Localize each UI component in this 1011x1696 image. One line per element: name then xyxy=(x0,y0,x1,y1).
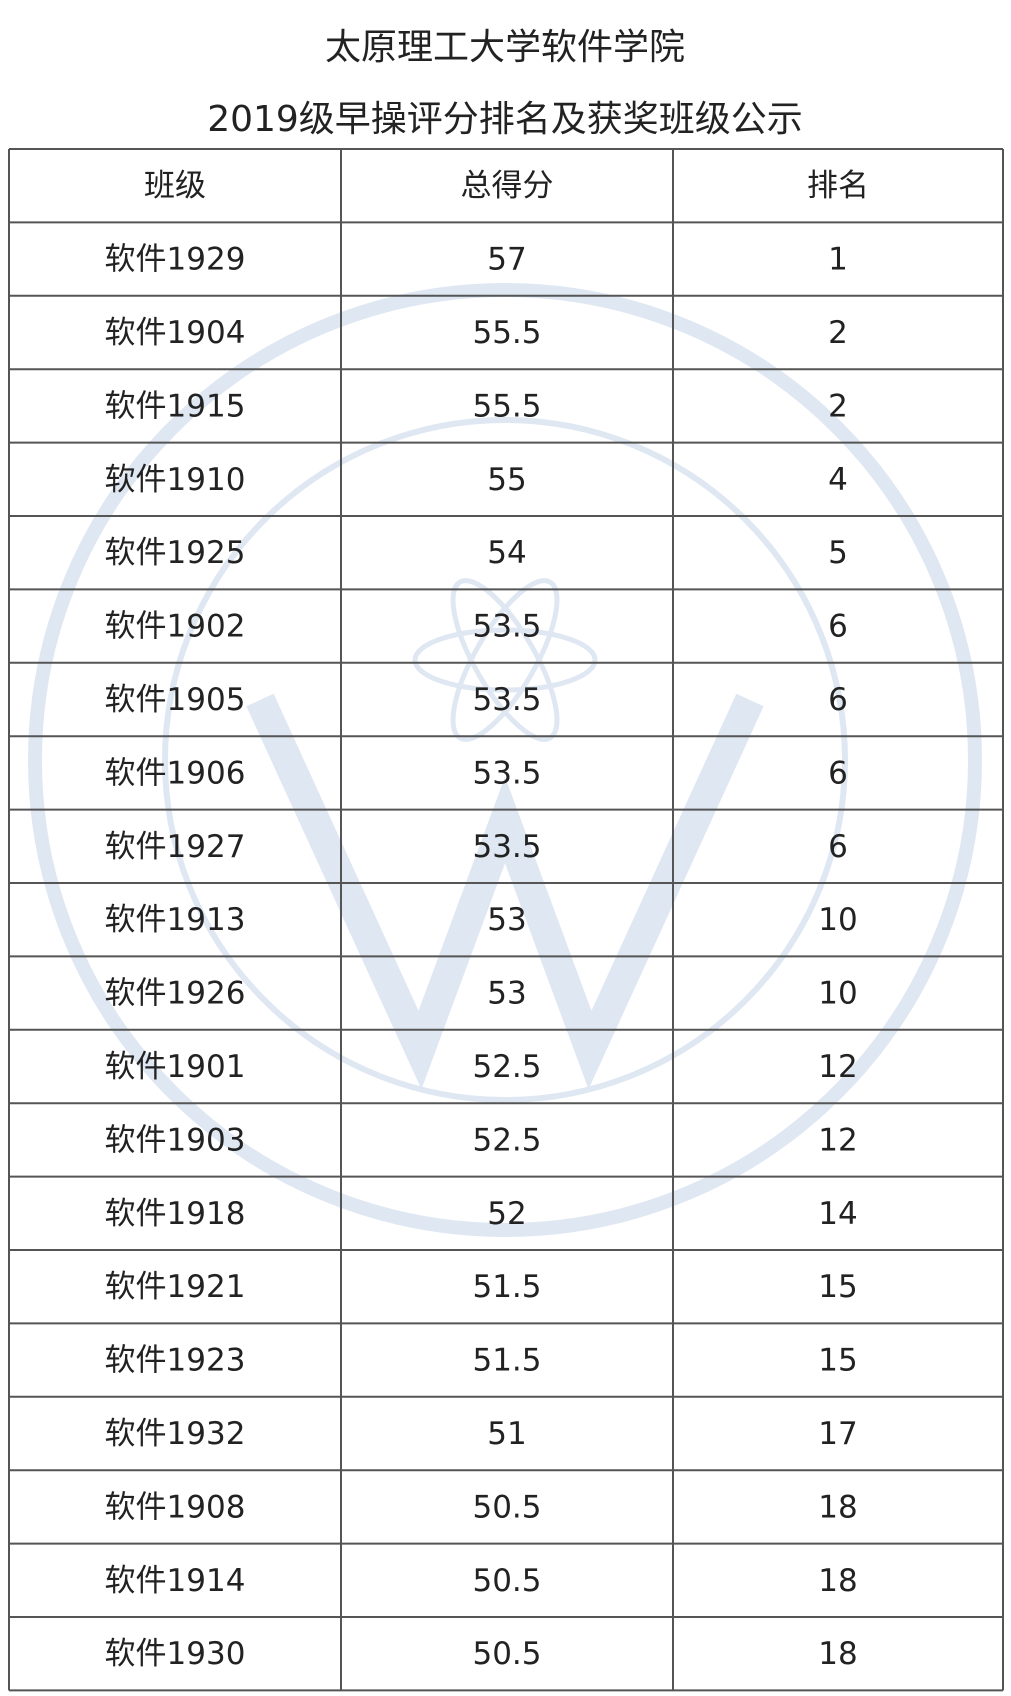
table-cell: 软件1903 xyxy=(105,1122,246,1158)
table-cell: 软件1930 xyxy=(105,1636,246,1672)
table-cell: 50.5 xyxy=(472,1636,541,1672)
table-cell: 软件1905 xyxy=(105,682,246,718)
table-cell: 53.5 xyxy=(472,609,541,645)
table-cell: 10 xyxy=(818,902,857,938)
table-cell: 51.5 xyxy=(472,1343,541,1379)
header-cell: 总得分 xyxy=(461,168,554,204)
table-cell: 14 xyxy=(818,1196,857,1232)
table-cell: 17 xyxy=(818,1416,857,1452)
table-cell: 6 xyxy=(828,682,848,718)
table-cell: 软件1904 xyxy=(105,315,246,351)
table-cell: 54 xyxy=(487,535,526,571)
table-cell: 55.5 xyxy=(472,388,541,424)
table-cell: 53.5 xyxy=(472,682,541,718)
table-cell: 2 xyxy=(828,388,848,424)
title: 太原理工大学软件学院 xyxy=(325,27,685,68)
table-cell: 55.5 xyxy=(472,315,541,351)
table-cell: 4 xyxy=(828,462,848,498)
header-cell: 排名 xyxy=(807,168,869,204)
table-cell: 软件1925 xyxy=(105,535,246,571)
table-cell: 53 xyxy=(487,976,526,1012)
table-cell: 10 xyxy=(818,976,857,1012)
table-cell: 55 xyxy=(487,462,526,498)
table-cell: 18 xyxy=(818,1636,857,1672)
table-cell: 1 xyxy=(828,242,848,278)
table-cell: 软件1921 xyxy=(105,1269,246,1305)
watermark xyxy=(28,283,982,1237)
table-cell: 软件1927 xyxy=(105,829,246,865)
table-cell: 6 xyxy=(828,755,848,791)
table-cell: 53.5 xyxy=(472,829,541,865)
table-cell: 软件1929 xyxy=(105,242,246,278)
table-cell: 软件1913 xyxy=(105,902,246,938)
table-cell: 软件1926 xyxy=(105,976,246,1012)
table-cell: 15 xyxy=(818,1269,857,1305)
table-cell: 57 xyxy=(487,242,526,278)
table-cell: 52.5 xyxy=(472,1122,541,1158)
table-cell: 软件1906 xyxy=(105,755,246,791)
table-cell: 50.5 xyxy=(472,1489,541,1525)
subtitle: 2019级早操评分排名及获奖班级公示 xyxy=(207,99,803,140)
table-cell: 软件1914 xyxy=(105,1563,246,1599)
table-cell: 软件1910 xyxy=(105,462,246,498)
table-cell: 18 xyxy=(818,1563,857,1599)
table-cell: 12 xyxy=(818,1049,857,1085)
table-cell: 53 xyxy=(487,902,526,938)
header-cell: 班级 xyxy=(144,168,206,204)
table-cell: 5 xyxy=(828,535,848,571)
table-cell: 51 xyxy=(487,1416,526,1452)
table-cell: 软件1923 xyxy=(105,1343,246,1379)
table-cell: 50.5 xyxy=(472,1563,541,1599)
table-cell: 软件1932 xyxy=(105,1416,246,1452)
table-cell: 51.5 xyxy=(472,1269,541,1305)
table-cell: 53.5 xyxy=(472,755,541,791)
table-cell: 软件1901 xyxy=(105,1049,246,1085)
table-cell: 15 xyxy=(818,1343,857,1379)
table-cell: 软件1902 xyxy=(105,609,246,645)
table-cell: 6 xyxy=(828,609,848,645)
table-cell: 2 xyxy=(828,315,848,351)
table-cell: 52.5 xyxy=(472,1049,541,1085)
table-cell: 52 xyxy=(487,1196,526,1232)
table-cell: 18 xyxy=(818,1489,857,1525)
table-cell: 软件1908 xyxy=(105,1489,246,1525)
table-cell: 软件1915 xyxy=(105,388,246,424)
table-cell: 12 xyxy=(818,1122,857,1158)
table-cell: 6 xyxy=(828,829,848,865)
table-cell: 软件1918 xyxy=(105,1196,246,1232)
